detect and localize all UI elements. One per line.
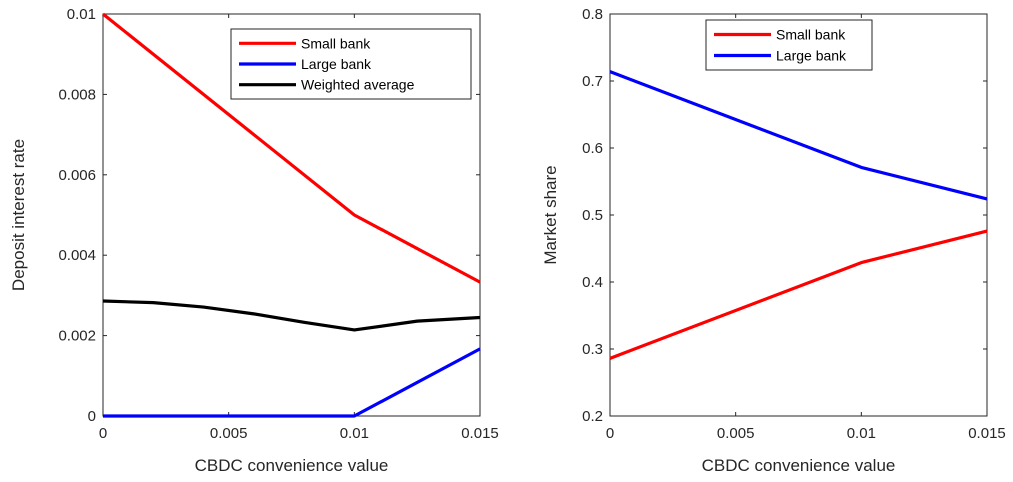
x-tick-label: 0 — [99, 425, 107, 442]
y-tick-label: 0.006 — [58, 167, 96, 184]
legend-box — [705, 19, 873, 71]
y-tick-label: 0.3 — [582, 341, 603, 358]
x-tick-label: 0.01 — [847, 425, 876, 442]
series-line-small-bank — [102, 12, 481, 284]
y-tick-label: 0.8 — [582, 6, 603, 23]
y-tick-label: 0.002 — [58, 328, 96, 345]
x-tick-label: 0.005 — [210, 425, 248, 442]
y-tick-label: 0.4 — [582, 274, 603, 291]
y-tick-label: 0.008 — [58, 86, 96, 103]
x-tick-label: 0.01 — [340, 425, 369, 442]
y-axis-label: Market share — [541, 165, 560, 264]
y-tick-label: 0.004 — [58, 247, 96, 264]
right-chart-panel: 0 0.005 0.01 0.015 0.2 0.3 0.4 0.5 0.6 0.7 0.8 CBDC… — [541, 6, 1006, 475]
legend-entry-label: Large bank — [301, 56, 372, 72]
axes-frame — [609, 13, 988, 417]
legend-entry-label: Weighted average — [301, 77, 415, 93]
legend-entry-label: Small bank — [776, 27, 846, 43]
x-tick-label: 0 — [606, 425, 614, 442]
series-line-small-bank — [609, 229, 988, 360]
left-chart-panel: 0 0.005 0.01 0.015 0 0.002 0.004 0.006 0.008 0.01… — [9, 6, 499, 475]
y-tick-label: 0.01 — [67, 6, 96, 23]
series-line-large-bank — [609, 70, 988, 201]
x-tick-label: 0.015 — [968, 425, 1006, 442]
series-line-large-bank — [103, 347, 481, 418]
x-tick-label: 0.005 — [717, 425, 755, 442]
series-line-weighted-average — [102, 299, 481, 332]
x-axis-label: CBDC convenience value — [702, 456, 896, 475]
legend-entry-label: Large bank — [776, 48, 847, 64]
x-tick-label: 0.015 — [461, 425, 499, 442]
x-axis-label: CBDC convenience value — [195, 456, 389, 475]
y-tick-label: 0.6 — [582, 140, 603, 157]
legend: Small bank Large bank — [705, 19, 873, 71]
y-tick-label: 0.5 — [582, 207, 603, 224]
y-tick-label: 0.7 — [582, 73, 603, 90]
legend-entry-label: Small bank — [301, 35, 371, 51]
y-axis-label: Deposit interest rate — [9, 139, 28, 291]
y-tick-label: 0 — [88, 408, 96, 425]
y-tick-label: 0.2 — [582, 408, 603, 425]
legend: Small bank Large bank Weighted average — [230, 28, 472, 100]
